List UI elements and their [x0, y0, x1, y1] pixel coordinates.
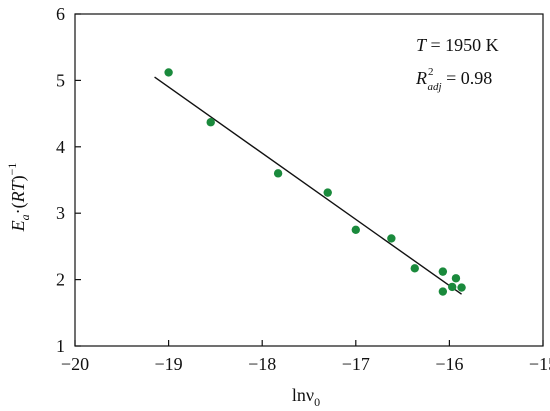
y-axis-label-dot: ·(: [8, 202, 29, 214]
y-tick-label: 4: [56, 137, 65, 157]
x-tick-label: −15: [529, 354, 550, 374]
y-axis-label-close: ): [8, 175, 29, 181]
x-tick-label: −20: [61, 354, 89, 374]
data-point: [323, 188, 332, 197]
y-axis-label: Ea·(RT)−1: [5, 163, 32, 233]
fit-line: [154, 76, 462, 295]
data-point: [273, 169, 283, 178]
r2-superscript: 2: [428, 66, 434, 78]
data-point: [438, 287, 448, 296]
r2-subscript: adj: [428, 81, 442, 93]
x-tick-label: −18: [248, 354, 276, 374]
temperature-annotation: T = 1950 K: [416, 35, 499, 55]
data-point: [387, 234, 396, 243]
data-point: [457, 283, 466, 292]
r2-symbol: R: [415, 68, 427, 88]
data-point: [164, 68, 173, 77]
y-tick-label: 1: [56, 336, 65, 356]
temperature-symbol: T: [416, 35, 428, 55]
y-tick-label: 3: [56, 203, 65, 223]
y-tick-label: 6: [56, 4, 65, 24]
plot-frame: [74, 13, 544, 347]
data-point: [206, 118, 215, 127]
fit-line-layer: [154, 76, 462, 295]
ticks-layer: −20 −19 −18 −17 −16 −15 1 2 3 4 5 6: [56, 4, 550, 374]
x-tick-label: −19: [155, 354, 183, 374]
y-axis-label-exp: −1: [5, 163, 19, 176]
r2-value: = 0.98: [442, 68, 493, 88]
data-point: [410, 264, 419, 273]
x-axis-label-subscript: 0: [314, 395, 320, 409]
y-axis-label-rt: RT: [8, 179, 28, 203]
y-tick-label: 2: [56, 270, 65, 290]
points-layer: [164, 68, 466, 296]
x-tick-label: −17: [342, 354, 370, 374]
data-point: [351, 225, 360, 234]
y-axis-label-e: E: [8, 220, 28, 232]
data-point: [451, 274, 461, 283]
temperature-value: = 1950 K: [426, 35, 499, 55]
y-tick-label: 5: [56, 70, 65, 90]
x-tick-label: −16: [435, 354, 463, 374]
y-axis-label-sub-a: a: [18, 214, 32, 220]
data-point: [448, 282, 457, 292]
r2-annotation: R2 adj = 0.98: [415, 66, 492, 93]
x-axis-label-text: lnν: [292, 385, 314, 405]
data-point: [438, 267, 448, 276]
x-axis-label: lnν0: [292, 385, 320, 409]
